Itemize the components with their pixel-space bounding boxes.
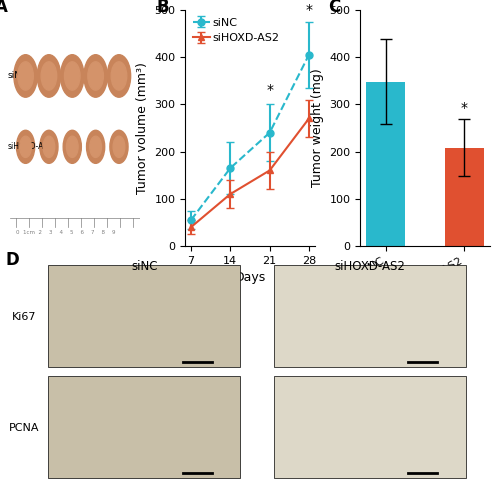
Circle shape: [66, 136, 78, 157]
Circle shape: [20, 136, 32, 157]
Text: PCNA: PCNA: [9, 423, 40, 433]
Bar: [366, 82, 406, 246]
FancyBboxPatch shape: [274, 376, 466, 478]
Legend: siNC, siHOXD-AS2: siNC, siHOXD-AS2: [190, 15, 282, 45]
Circle shape: [14, 55, 37, 97]
Circle shape: [108, 55, 130, 97]
Circle shape: [43, 136, 55, 157]
Text: siNC: siNC: [8, 71, 28, 81]
Text: Ki67: Ki67: [12, 312, 36, 322]
Text: *: *: [266, 83, 273, 97]
Circle shape: [84, 55, 108, 97]
Text: 0  1cm  2    3    4    5    6    7    8    9: 0 1cm 2 3 4 5 6 7 8 9: [16, 230, 116, 235]
Text: siNC: siNC: [131, 260, 158, 274]
Text: *: *: [461, 101, 468, 115]
Circle shape: [88, 62, 104, 90]
Text: *: *: [306, 3, 312, 17]
FancyBboxPatch shape: [274, 265, 466, 367]
Text: siHOXD-AS2: siHOXD-AS2: [8, 142, 54, 152]
Circle shape: [40, 130, 58, 163]
Circle shape: [113, 136, 125, 157]
Text: B: B: [156, 0, 169, 16]
Text: siHOXD-AS2: siHOXD-AS2: [334, 260, 406, 274]
Circle shape: [90, 136, 102, 157]
Bar: [445, 148, 484, 246]
FancyBboxPatch shape: [48, 376, 240, 478]
Text: C: C: [328, 0, 340, 16]
Y-axis label: Tumor weight (mg): Tumor weight (mg): [311, 68, 324, 187]
Circle shape: [110, 130, 128, 163]
Circle shape: [111, 62, 127, 90]
Text: A: A: [0, 0, 8, 16]
X-axis label: Days: Days: [234, 271, 266, 284]
Circle shape: [64, 62, 80, 90]
Circle shape: [86, 130, 104, 163]
Circle shape: [37, 55, 60, 97]
FancyBboxPatch shape: [48, 265, 240, 367]
Text: D: D: [5, 251, 19, 269]
Circle shape: [16, 130, 34, 163]
Circle shape: [60, 55, 84, 97]
Circle shape: [41, 62, 56, 90]
Circle shape: [18, 62, 34, 90]
Circle shape: [63, 130, 82, 163]
Y-axis label: Tumor volume (mm³): Tumor volume (mm³): [136, 62, 148, 194]
